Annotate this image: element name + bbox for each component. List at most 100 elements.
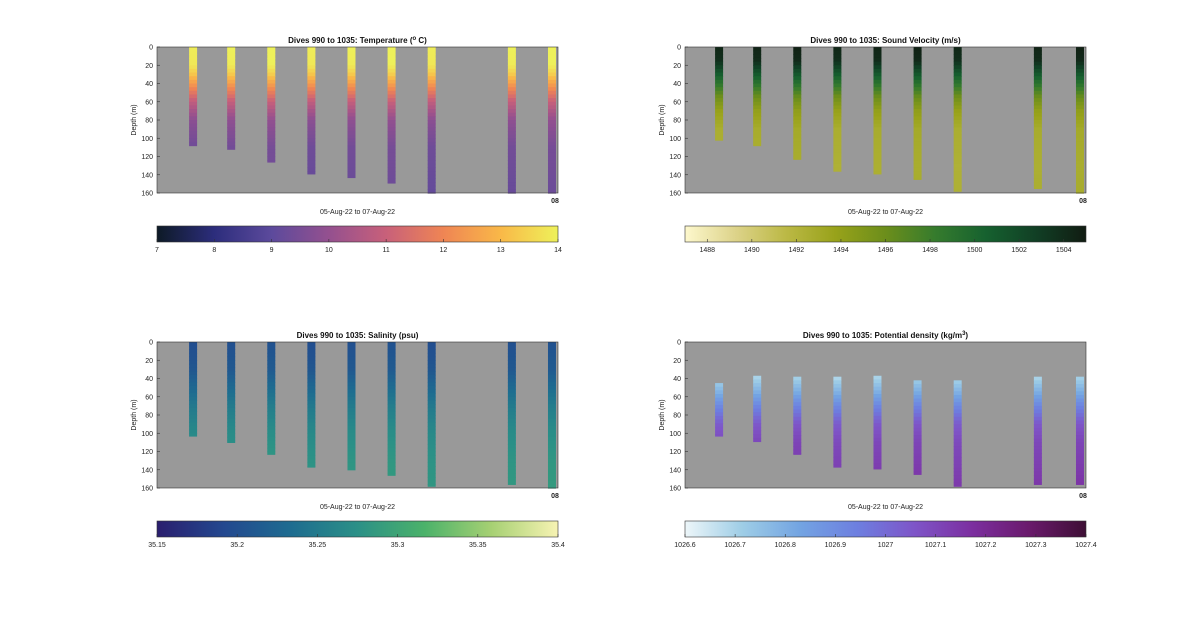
profile-cell xyxy=(873,101,882,106)
profile-cell xyxy=(267,418,276,423)
profile-cell xyxy=(547,79,556,85)
profile-cell xyxy=(427,57,436,63)
profile-cell xyxy=(427,458,436,464)
profile-cell xyxy=(507,378,516,383)
profile-cell xyxy=(1075,409,1084,414)
profile-cell xyxy=(873,109,882,114)
profile-cell xyxy=(913,427,922,433)
profile-cell xyxy=(227,374,236,380)
profile-cell xyxy=(833,101,842,106)
profile-cell xyxy=(715,83,724,88)
profile-cell xyxy=(427,484,436,487)
profile-cell xyxy=(307,167,316,172)
profile-cell xyxy=(347,466,356,471)
profile-cell xyxy=(387,138,396,143)
dive-profile-2 xyxy=(227,47,236,150)
profile-cell xyxy=(873,397,882,402)
profile-cell xyxy=(953,90,962,96)
profile-cell xyxy=(547,469,556,474)
profile-cell xyxy=(189,112,198,117)
plot-area xyxy=(157,342,558,488)
dive-profile-4 xyxy=(833,47,842,172)
profile-cell xyxy=(307,415,316,420)
profile-cell xyxy=(547,473,556,478)
profile-cell xyxy=(913,123,922,128)
profile-cell xyxy=(1033,416,1042,422)
profile-cell xyxy=(833,438,842,443)
profile-cell xyxy=(387,469,396,474)
profile-cell xyxy=(189,54,198,59)
profile-cell xyxy=(953,65,962,70)
profile-cell xyxy=(427,447,436,453)
profile-cell xyxy=(1033,87,1042,92)
profile-cell xyxy=(833,376,842,381)
plot-area xyxy=(685,47,1086,193)
profile-cell xyxy=(833,446,842,451)
profile-cell xyxy=(267,90,276,96)
profile-cell xyxy=(427,374,436,380)
profile-cell xyxy=(347,444,356,449)
profile-cell xyxy=(1033,427,1042,433)
profile-cell xyxy=(715,90,724,96)
profile-cell xyxy=(387,418,396,423)
profile-cell xyxy=(507,185,516,190)
profile-cell xyxy=(913,94,922,99)
profile-cell xyxy=(307,342,316,347)
profile-cell xyxy=(307,87,316,92)
profile-cell xyxy=(307,447,316,453)
profile-cell xyxy=(1033,464,1042,469)
profile-cell xyxy=(953,467,962,473)
profile-cell xyxy=(873,163,882,169)
colorbar: 1026.6 1026.7 1026.8 1026.9 1027 1027.1 1027.2… xyxy=(674,520,1097,549)
profile-cell xyxy=(189,138,198,143)
profile-cell xyxy=(507,407,516,412)
profile-cell xyxy=(507,109,516,114)
profile-cell xyxy=(347,112,356,117)
profile-cell xyxy=(267,389,276,394)
profile-cell xyxy=(793,387,802,392)
profile-cell xyxy=(1075,79,1084,85)
profile-cell xyxy=(833,112,842,117)
profile-cell xyxy=(547,363,556,369)
profile-cell xyxy=(833,130,842,136)
profile-cell xyxy=(227,371,236,376)
profile-cell xyxy=(1033,435,1042,440)
profile-cell xyxy=(833,409,842,414)
profile-cell xyxy=(307,123,316,128)
profile-cell xyxy=(873,160,882,165)
profile-cell xyxy=(953,178,962,183)
profile-cell xyxy=(387,371,396,376)
profile-cell xyxy=(1033,460,1042,465)
profile-cell xyxy=(1033,449,1042,454)
profile-cell xyxy=(427,477,436,482)
profile-cell xyxy=(547,189,556,194)
profile-cell xyxy=(547,185,556,190)
profile-cell xyxy=(547,367,556,372)
profile-cell xyxy=(753,109,762,114)
profile-cell xyxy=(307,72,316,77)
profile-cell xyxy=(715,386,724,391)
profile-cell xyxy=(833,120,842,125)
profile-cell xyxy=(189,98,198,103)
profile-cell xyxy=(1075,76,1084,81)
profile-cell xyxy=(427,455,436,460)
profile-cell xyxy=(1033,83,1042,88)
profile-cell xyxy=(1075,68,1084,74)
profile-cell xyxy=(427,109,436,114)
profile-cell xyxy=(307,112,316,117)
profile-cell xyxy=(427,462,436,467)
profile-cell xyxy=(387,83,396,88)
profile-cell xyxy=(547,50,556,55)
profile-cell xyxy=(715,423,724,428)
profile-cell xyxy=(267,134,276,139)
profile-cell xyxy=(347,145,356,150)
profile-cell xyxy=(547,141,556,147)
profile-cell xyxy=(953,127,962,132)
profile-cell xyxy=(953,112,962,117)
profile-cell xyxy=(793,145,802,150)
profile-cell xyxy=(307,76,316,81)
profile-cell xyxy=(833,123,842,128)
profile-cell xyxy=(507,466,516,471)
profile-cell xyxy=(307,433,316,438)
profile-cell xyxy=(189,422,198,427)
